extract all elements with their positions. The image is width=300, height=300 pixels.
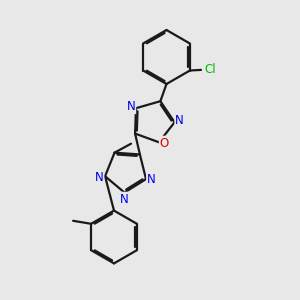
Text: N: N: [175, 114, 184, 127]
Text: N: N: [119, 193, 128, 206]
Text: Cl: Cl: [204, 63, 216, 76]
Text: N: N: [95, 171, 103, 184]
Text: N: N: [127, 100, 135, 113]
Text: N: N: [147, 172, 156, 186]
Text: O: O: [160, 137, 169, 150]
